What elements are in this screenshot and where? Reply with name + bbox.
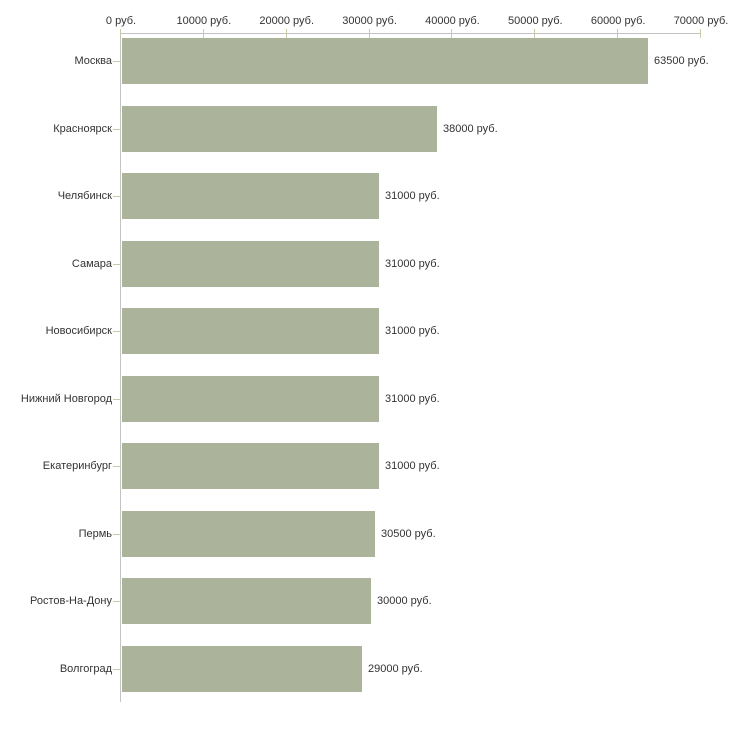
bar — [122, 105, 437, 152]
bar — [122, 173, 379, 219]
y-axis-tick — [113, 668, 120, 670]
category-label: Пермь — [78, 527, 112, 540]
bar — [122, 375, 379, 422]
bar — [122, 308, 379, 354]
x-axis-tick — [534, 29, 536, 38]
x-axis-tick — [451, 29, 453, 38]
x-axis-tick-label: 70000 руб. — [673, 15, 729, 27]
x-axis-tick-label: 0 руб. — [105, 15, 137, 27]
bar — [122, 645, 362, 692]
bar-value-label: 31000 руб. — [385, 460, 440, 472]
x-axis-tick — [700, 29, 701, 38]
y-axis-tick — [113, 263, 120, 265]
y-axis-tick — [113, 61, 120, 62]
bar — [122, 443, 379, 489]
category-label: Екатеринбург — [42, 460, 112, 472]
x-axis-tick-label: 50000 руб. — [507, 15, 563, 27]
bar-value-label: 38000 руб. — [443, 122, 498, 135]
y-axis-tick — [113, 331, 120, 332]
bar — [122, 240, 379, 287]
x-axis-tick-label: 20000 руб. — [259, 15, 315, 27]
y-axis-tick — [113, 533, 120, 535]
bar-value-label: 31000 руб. — [385, 392, 440, 405]
x-axis-tick-label: 40000 руб. — [425, 15, 480, 27]
y-axis-tick — [113, 128, 120, 130]
bar-value-label: 63500 руб. — [654, 55, 709, 67]
category-label: Москва — [74, 55, 112, 67]
category-label: Нижний Новгород — [20, 392, 112, 405]
bar-value-label: 30000 руб. — [377, 595, 432, 607]
x-axis-tick-label: 10000 руб. — [176, 15, 232, 27]
category-label: Ростов-На-Дону — [29, 595, 112, 607]
y-axis-tick — [113, 196, 120, 197]
category-label: Новосибирск — [45, 325, 112, 337]
bar-value-label: 31000 руб. — [385, 325, 440, 337]
x-axis-tick — [285, 29, 287, 38]
x-axis-tick — [368, 29, 370, 38]
bar — [122, 510, 375, 557]
x-axis-tick-label: 30000 руб. — [342, 15, 397, 27]
y-axis-tick — [113, 466, 120, 467]
category-label: Красноярск — [53, 122, 112, 135]
x-axis-tick — [202, 29, 204, 38]
category-label: Волгоград — [59, 662, 112, 675]
x-axis-tick-label: 60000 руб. — [590, 15, 646, 27]
category-label: Челябинск — [57, 190, 112, 202]
plot-area: 0 руб. 10000 руб. 20000 руб. 30000 руб. 4000… — [21, 15, 728, 702]
category-label: Самара — [71, 257, 112, 270]
bar-value-label: 30500 руб. — [381, 527, 436, 540]
bar — [122, 578, 371, 624]
bar-value-label: 29000 руб. — [368, 662, 423, 675]
y-axis-tick — [113, 398, 120, 400]
bar-value-label: 31000 руб. — [385, 190, 440, 202]
bar-value-label: 31000 руб. — [385, 257, 440, 270]
y-axis-tick — [113, 601, 120, 602]
x-axis-tick — [617, 29, 619, 38]
x-axis-tick — [120, 29, 121, 38]
bar — [122, 38, 648, 84]
